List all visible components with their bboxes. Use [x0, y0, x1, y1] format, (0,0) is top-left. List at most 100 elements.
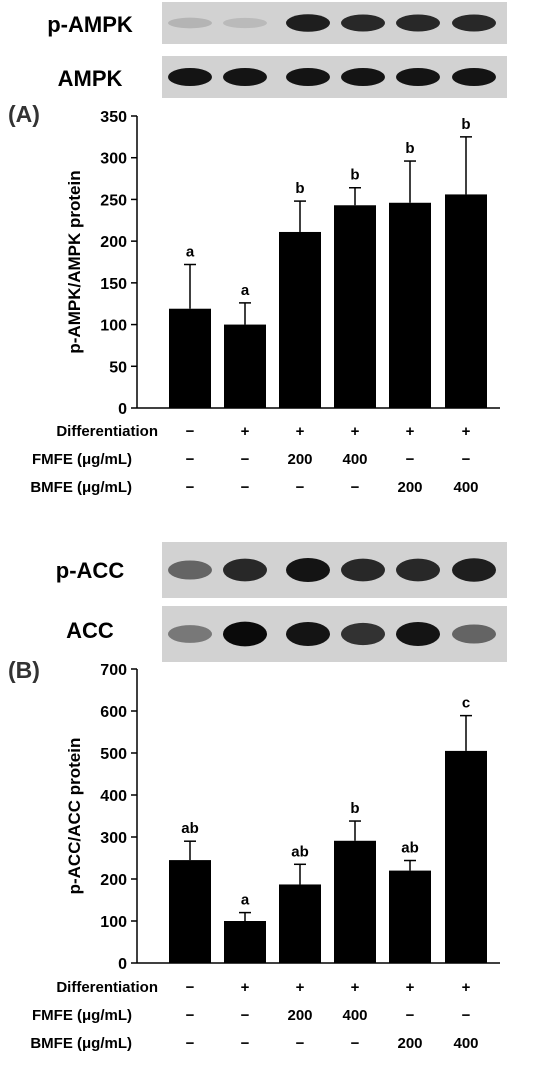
treatment-row-value: −: [186, 1007, 195, 1024]
treatment-row-value: +: [296, 423, 305, 440]
treatment-row-value: −: [241, 479, 250, 496]
bar: [279, 884, 321, 963]
treatment-row-value: −: [186, 979, 195, 996]
significance-letter: b: [295, 180, 304, 197]
y-tick-label: 300: [100, 151, 127, 168]
bar: [389, 870, 431, 963]
treatment-row-value: 200: [287, 451, 312, 468]
blot-band: [452, 558, 496, 582]
blot-strip-b2: ACC: [66, 606, 507, 662]
treatment-row-label: FMFE (μg/mL): [32, 451, 132, 468]
blot-background: [162, 606, 507, 662]
blot-background: [162, 2, 507, 44]
treatment-row-value: −: [186, 1035, 195, 1052]
blot-band: [396, 621, 440, 647]
bar: [169, 860, 211, 963]
treatment-row-value: +: [406, 423, 415, 440]
treatment-row-value: −: [296, 1035, 305, 1052]
treatment-row-label: BMFE (μg/mL): [30, 479, 132, 496]
panel-label: (B): [8, 657, 40, 683]
blot-band: [341, 558, 385, 582]
significance-letter: a: [241, 892, 250, 909]
treatment-row-value: −: [186, 479, 195, 496]
treatment-row-value: +: [241, 979, 250, 996]
treatment-row-value: +: [296, 979, 305, 996]
treatment-row-value: −: [462, 451, 471, 468]
y-tick-label: 100: [100, 914, 127, 931]
blot-band: [452, 624, 496, 644]
treatment-row-value: −: [241, 451, 250, 468]
treatment-row-value: −: [241, 1007, 250, 1024]
significance-letter: ab: [291, 843, 309, 860]
significance-letter: b: [405, 140, 414, 157]
blot-strip-a1: p-AMPK: [47, 2, 507, 44]
treatment-row-value: +: [406, 979, 415, 996]
treatment-row-value: 400: [342, 451, 367, 468]
bar: [169, 308, 211, 408]
y-tick-label: 350: [100, 109, 127, 126]
treatment-row-label: FMFE (μg/mL): [32, 1007, 132, 1024]
treatment-row-value: −: [406, 451, 415, 468]
blot-band: [286, 67, 330, 87]
treatment-row-label: BMFE (μg/mL): [30, 1035, 132, 1052]
y-tick-label: 100: [100, 318, 127, 335]
treatment-row-value: −: [351, 479, 360, 496]
significance-letter: b: [350, 167, 359, 184]
treatment-row-value: −: [241, 1035, 250, 1052]
blot-background: [162, 56, 507, 98]
blot-label: p-AMPK: [47, 12, 133, 37]
panel-label: (A): [8, 101, 40, 127]
bar: [224, 324, 266, 408]
bar: [334, 205, 376, 408]
bar: [224, 921, 266, 963]
treatment-row-value: −: [462, 1007, 471, 1024]
y-tick-label: 250: [100, 192, 127, 209]
y-tick-label: 500: [100, 746, 127, 763]
blot-band: [168, 625, 212, 643]
blot-band: [341, 67, 385, 87]
bar: [445, 750, 487, 963]
treatment-row-value: +: [241, 423, 250, 440]
blot-band: [396, 14, 440, 32]
treatment-row-value: +: [462, 979, 471, 996]
treatment-row-value: 400: [453, 479, 478, 496]
blot-band: [452, 14, 496, 32]
blot-band: [452, 67, 496, 87]
significance-letter: ab: [401, 840, 419, 857]
bar: [389, 202, 431, 408]
treatment-row-value: −: [351, 1035, 360, 1052]
blot-background: [162, 542, 507, 598]
treatment-row-value: 200: [287, 1007, 312, 1024]
treatment-row-value: +: [351, 979, 360, 996]
significance-letter: b: [350, 800, 359, 817]
y-tick-label: 0: [118, 956, 127, 973]
significance-letter: b: [461, 116, 470, 133]
blot-strip-a2: AMPK: [58, 56, 507, 98]
significance-letter: a: [186, 244, 195, 261]
y-tick-label: 200: [100, 872, 127, 889]
blot-band: [223, 17, 267, 29]
blot-band: [286, 621, 330, 647]
treatment-row-label: Differentiation: [56, 979, 158, 996]
blot-label: ACC: [66, 618, 114, 643]
treatment-row-value: −: [186, 451, 195, 468]
y-tick-label: 300: [100, 830, 127, 847]
y-tick-label: 600: [100, 704, 127, 721]
treatment-row-value: +: [351, 423, 360, 440]
treatment-row-label: Differentiation: [56, 423, 158, 440]
y-tick-label: 150: [100, 276, 127, 293]
y-tick-label: 200: [100, 234, 127, 251]
blot-band: [286, 557, 330, 583]
y-axis-title: p-ACC/ACC protein: [65, 738, 84, 895]
blot-band: [341, 622, 385, 646]
bar: [445, 194, 487, 408]
panel-b: p-ACC ACC (B) 0 100 200 300 400 500 600 700 p-ACC/A…: [8, 542, 507, 1052]
blot-label: p-ACC: [56, 558, 125, 583]
bar: [279, 231, 321, 408]
treatment-row-value: 200: [397, 479, 422, 496]
treatment-row-value: 400: [453, 1035, 478, 1052]
blot-band: [396, 67, 440, 87]
significance-letter: a: [241, 282, 250, 299]
y-tick-label: 700: [100, 662, 127, 679]
